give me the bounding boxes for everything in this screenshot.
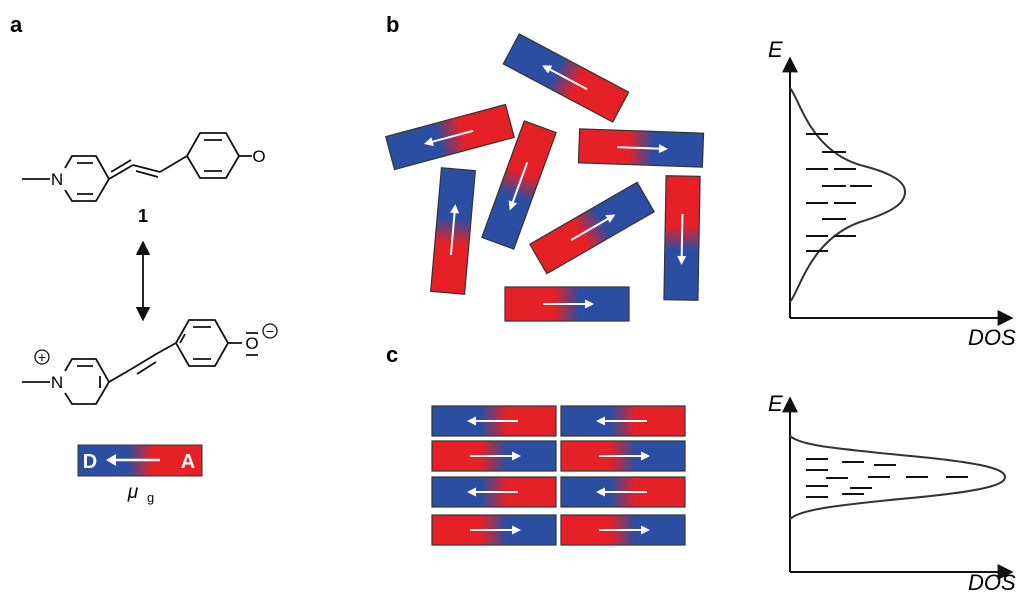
dipole-subscript: g bbox=[147, 490, 154, 505]
figure: a b c N O 1 N O + − D A μ g E DOS bbox=[0, 0, 1033, 592]
dipole-molecule bbox=[386, 105, 515, 170]
axis-label: DOS bbox=[968, 570, 1016, 592]
panel-label: b bbox=[386, 12, 399, 37]
charge: − bbox=[266, 323, 274, 339]
dipole-molecule bbox=[664, 176, 700, 301]
axis-label: E bbox=[768, 37, 783, 62]
charge: + bbox=[38, 349, 46, 365]
dipole-molecule bbox=[503, 34, 628, 122]
atom: N bbox=[51, 373, 63, 392]
structure-2: N O + − bbox=[22, 320, 277, 404]
acceptor: A bbox=[181, 451, 195, 473]
dipole-symbol: μ bbox=[127, 482, 139, 503]
atom: N bbox=[51, 170, 63, 189]
dipole-molecule bbox=[432, 477, 556, 507]
dipole-molecule bbox=[561, 441, 685, 471]
dipole-molecule bbox=[561, 406, 685, 436]
atom: O bbox=[245, 334, 258, 353]
dipole-molecule bbox=[432, 441, 556, 471]
panel-label: a bbox=[10, 12, 23, 37]
axis-label: DOS bbox=[968, 325, 1016, 350]
dipole-molecule bbox=[432, 406, 556, 436]
dos-plot: E DOS bbox=[768, 37, 1016, 350]
dipole-molecule bbox=[530, 182, 654, 273]
dipole-molecule bbox=[431, 168, 476, 294]
atom: O bbox=[252, 147, 265, 166]
dipole-molecule bbox=[505, 287, 629, 321]
dipole-bar: D A bbox=[78, 445, 202, 476]
dipole-molecule bbox=[578, 129, 703, 167]
dipole-molecule bbox=[432, 515, 556, 545]
structure-1: N O bbox=[22, 133, 266, 201]
compound-number: 1 bbox=[138, 206, 148, 226]
axis-label: E bbox=[768, 391, 783, 416]
molecule-bars bbox=[386, 34, 704, 545]
dipole-molecule bbox=[561, 477, 685, 507]
dos-plot: E DOS bbox=[768, 391, 1016, 592]
dipole-molecule bbox=[561, 515, 685, 545]
panel-label: c bbox=[386, 342, 398, 367]
donor: D bbox=[83, 451, 97, 473]
